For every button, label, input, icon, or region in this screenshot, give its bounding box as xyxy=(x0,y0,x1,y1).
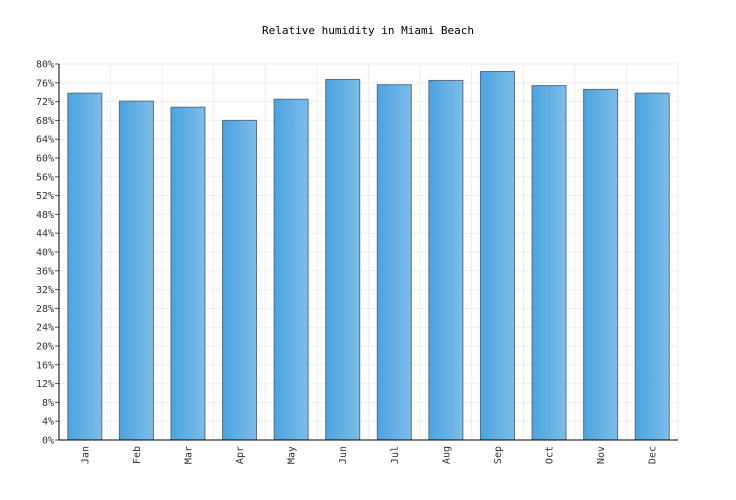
bar-nov xyxy=(583,88,619,441)
axes xyxy=(58,64,678,441)
y-tick-label: 68% xyxy=(36,116,54,127)
bar-apr xyxy=(222,119,258,441)
x-tick-label: Apr xyxy=(235,446,246,464)
y-tick-label: 44% xyxy=(36,229,54,240)
grid-lines xyxy=(55,63,679,441)
bar-mar xyxy=(170,106,206,441)
y-tick-label: 32% xyxy=(36,285,54,296)
x-tick-label: Feb xyxy=(132,446,143,464)
bar-jan xyxy=(67,92,103,441)
x-tick-label: Jul xyxy=(390,446,401,464)
x-tick-label: Jun xyxy=(338,446,349,464)
y-tick-label: 24% xyxy=(36,323,54,334)
x-tick-label: Sep xyxy=(493,446,504,464)
x-tick-labels: Jan Feb Mar Apr May Jun Jul Aug Sep Oct Nov Dec xyxy=(80,446,658,464)
y-tick-label: 52% xyxy=(36,191,54,202)
y-tick-label: 56% xyxy=(36,172,54,183)
y-tick-label: 12% xyxy=(36,379,54,390)
bar-sep xyxy=(479,71,515,441)
bar-feb xyxy=(118,100,154,441)
y-tick-label: 0% xyxy=(42,436,54,447)
bar-jul xyxy=(376,84,412,441)
y-tick-label: 40% xyxy=(36,248,54,259)
bar-aug xyxy=(428,79,464,441)
x-tick-label: May xyxy=(287,446,298,464)
y-tick-label: 20% xyxy=(36,342,54,353)
bar-dec xyxy=(634,92,670,441)
x-tick-label: Aug xyxy=(441,446,452,464)
x-tick-label: Dec xyxy=(648,446,659,464)
x-tick-label: Oct xyxy=(545,446,556,464)
y-tick-label: 76% xyxy=(36,78,54,89)
y-tick-label: 48% xyxy=(36,210,54,221)
y-tick-label: 64% xyxy=(36,135,54,146)
bar-jun xyxy=(325,79,361,441)
x-tick-label: Jan xyxy=(80,446,91,464)
bar-may xyxy=(273,98,309,441)
y-tick-label: 8% xyxy=(42,398,54,409)
y-tick-label: 36% xyxy=(36,266,54,277)
chart-title: Relative humidity in Miami Beach xyxy=(262,24,474,37)
y-tick-label: 4% xyxy=(42,417,54,428)
y-tick-labels: 0% 4% 8% 12% 16% 20% 24% 28% 32% 36% 40% 44% 48% 52% 5… xyxy=(36,60,54,447)
y-tick-label: 72% xyxy=(36,97,54,108)
x-tick-label: Nov xyxy=(596,446,607,464)
y-tick-label: 16% xyxy=(36,360,54,371)
y-tick-label: 80% xyxy=(36,60,54,71)
y-tick-label: 28% xyxy=(36,304,54,315)
bar-oct xyxy=(531,85,567,441)
bars xyxy=(67,71,670,441)
y-tick-label: 60% xyxy=(36,154,54,165)
x-tick-label: Mar xyxy=(183,446,194,464)
